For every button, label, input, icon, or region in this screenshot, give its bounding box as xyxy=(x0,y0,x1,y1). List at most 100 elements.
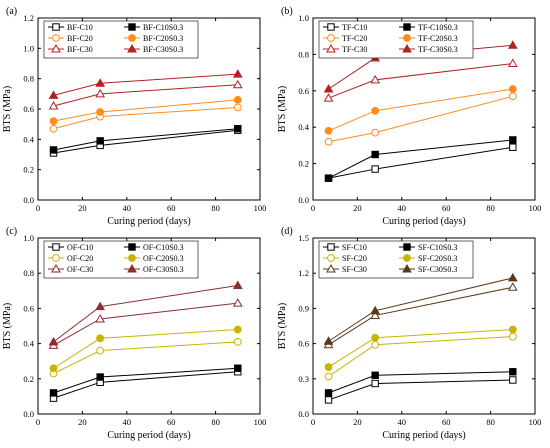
series-line xyxy=(328,286,513,346)
series-BF-C30S0.3 xyxy=(48,69,243,99)
x-tick-label: 20 xyxy=(78,203,87,213)
legend-label: SF-C10S0.3 xyxy=(418,243,457,252)
x-tick-label: 40 xyxy=(398,203,407,213)
data-point xyxy=(232,69,243,78)
data-point xyxy=(234,364,242,372)
legend-label: SF-C20S0.3 xyxy=(418,254,457,263)
data-point xyxy=(49,364,58,373)
x-tick-label: 20 xyxy=(78,417,87,427)
series-line xyxy=(328,146,513,179)
y-tick-label: 0.9 xyxy=(298,303,309,313)
legend-swatch-marker xyxy=(403,254,411,262)
data-point xyxy=(233,96,242,104)
data-point xyxy=(324,174,333,182)
series-SF-C20S0.3 xyxy=(324,325,517,371)
x-tick-label: 80 xyxy=(211,203,220,213)
legend-swatch-marker xyxy=(403,23,411,31)
legend-label: TF-C20S0.3 xyxy=(418,34,458,43)
series-SF-C30S0.3 xyxy=(323,272,518,345)
legend-swatch-marker xyxy=(51,263,61,273)
legend: BF-C10 BF-C10S0.3 BF-C20 BF-C20S0.3 BF-C30 BF… xyxy=(43,20,199,59)
legend-box xyxy=(318,20,474,59)
data-point xyxy=(509,368,517,376)
series-OF-C30S0.3 xyxy=(48,280,243,346)
series-line xyxy=(328,336,513,377)
legend-swatch-marker xyxy=(128,243,136,251)
x-tick-label: 20 xyxy=(353,203,362,213)
data-point xyxy=(508,92,517,101)
x-tick-label: 40 xyxy=(123,417,132,427)
legend-swatch-marker xyxy=(127,263,137,273)
data-point xyxy=(370,74,381,84)
data-point xyxy=(48,90,59,99)
y-tick-label: 0.4 xyxy=(23,134,34,144)
legend-item: OF-C30S0.3 xyxy=(124,263,184,274)
legend-item: BF-C20 xyxy=(48,34,93,43)
series-OF-C30 xyxy=(48,298,243,349)
legend-label: OF-C20 xyxy=(67,254,93,263)
legend-item: SF-C20 xyxy=(323,254,367,263)
data-point xyxy=(232,298,243,307)
x-tick-label: 0 xyxy=(36,203,40,213)
series-BF-C20S0.3 xyxy=(49,96,242,126)
legend-swatch-marker xyxy=(52,23,60,31)
x-tick-label: 100 xyxy=(529,417,542,427)
series-line xyxy=(53,329,238,369)
legend-swatch-marker xyxy=(327,23,335,31)
data-point xyxy=(324,396,333,404)
legend-box xyxy=(43,20,199,59)
legend-item: TF-C10S0.3 xyxy=(399,23,458,32)
series-BF-C10S0.3 xyxy=(49,125,242,154)
x-tick-label: 100 xyxy=(529,203,542,213)
legend-item: TF-C20 xyxy=(323,34,367,43)
panel-label: (c) xyxy=(6,226,17,237)
data-point xyxy=(234,125,242,133)
y-tick-label: 0.0 xyxy=(23,409,34,419)
legend-item: OF-C20S0.3 xyxy=(124,254,184,263)
y-tick-label: 0.6 xyxy=(298,86,309,96)
legend-label: OF-C10S0.3 xyxy=(143,243,184,252)
data-point xyxy=(323,83,334,93)
legend-swatch-marker xyxy=(326,263,336,273)
legend-label: BF-C30S0.3 xyxy=(143,45,183,54)
panel-label: (b) xyxy=(281,6,293,17)
legend-swatch-marker xyxy=(128,34,136,42)
data-point xyxy=(507,40,518,49)
data-point xyxy=(48,100,59,110)
legend-swatch-marker xyxy=(128,23,136,31)
legend-label: SF-C20 xyxy=(342,254,367,263)
x-axis-title: Curing period (days) xyxy=(107,430,190,441)
series-BF-C30 xyxy=(48,79,243,110)
data-point xyxy=(324,389,333,397)
data-point xyxy=(371,106,380,115)
series-line xyxy=(53,371,238,399)
x-tick-label: 80 xyxy=(211,417,220,427)
y-tick-label: 0.4 xyxy=(298,122,309,132)
series-OF-C10 xyxy=(49,368,242,402)
x-tick-label: 20 xyxy=(353,417,362,427)
legend: TF-C10 TF-C10S0.3 TF-C20 TF-C20S0.3 TF-C30 TF… xyxy=(318,20,474,59)
data-point xyxy=(370,305,381,315)
data-point xyxy=(233,337,242,346)
data-point xyxy=(48,336,59,346)
y-tick-label: 0.0 xyxy=(298,409,309,419)
series-line xyxy=(53,73,238,96)
data-point xyxy=(49,117,58,126)
legend-label: TF-C20 xyxy=(342,34,367,43)
legend-label: BF-C10S0.3 xyxy=(143,23,183,32)
chart-panel-b: (b) 0 20 40 60 80 100 0.0 0.2 0.4 0.6 0.8 1.0 Curing … xyxy=(277,6,541,227)
plot-frame xyxy=(312,237,536,415)
data-point xyxy=(371,165,379,173)
data-point xyxy=(371,379,379,388)
data-point xyxy=(95,313,106,323)
legend-label: TF-C10 xyxy=(342,23,367,32)
series-TF-C30 xyxy=(323,58,518,102)
y-tick-label: 0.0 xyxy=(23,195,34,205)
series-SF-C10 xyxy=(324,376,517,404)
data-point xyxy=(371,340,380,349)
legend-swatch-marker xyxy=(127,43,137,53)
legend-swatch-marker xyxy=(52,34,60,42)
legend-item: SF-C20S0.3 xyxy=(399,254,457,263)
y-axis-title: BTS (MPa) xyxy=(277,86,288,132)
